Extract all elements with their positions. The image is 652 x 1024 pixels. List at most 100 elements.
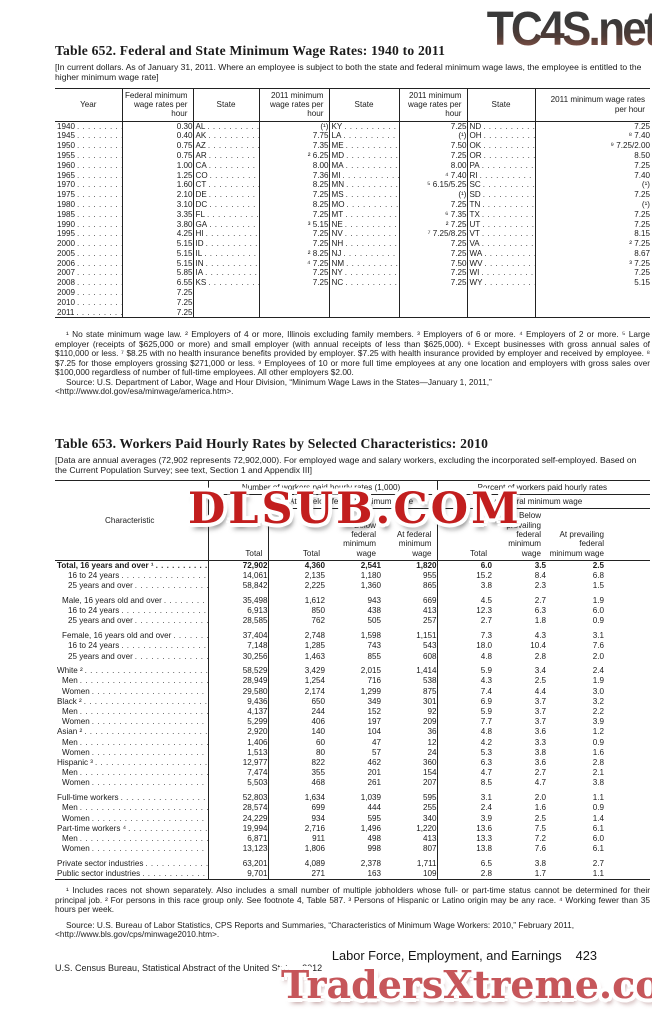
federal-rate-cell: 5.15	[122, 239, 194, 249]
characteristic-cell: Male, 16 years old and over	[55, 596, 209, 607]
table-row: 25 years and over 28,585 762 505 257 2.7…	[55, 616, 650, 627]
rate-cell: ⁸ 7.40	[628, 131, 650, 141]
table653-source: Source: U.S. Bureau of Labor Statistics,…	[55, 919, 574, 940]
rate-cell: 7.35	[259, 141, 330, 152]
dot-leader	[480, 200, 534, 210]
dot-leader	[75, 131, 121, 141]
state-cell: WV	[467, 258, 536, 269]
rate-cell	[259, 287, 330, 298]
dot-leader	[75, 239, 121, 249]
state-cell: SC	[467, 180, 536, 191]
dot-leader	[203, 268, 258, 278]
table652-note: [In current dollars. As of January 31, 2…	[55, 62, 642, 83]
dot-leader	[126, 824, 207, 834]
value-cell: 1.1	[592, 793, 605, 803]
value-cell: 699	[311, 803, 325, 813]
col-header-state-1: State	[193, 88, 260, 122]
state-cell: PA	[467, 160, 536, 171]
characteristic-cell: Men	[55, 768, 209, 779]
federal-rate-cell: 0.75	[122, 141, 194, 152]
dot-leader	[480, 161, 534, 171]
federal-rate-cell: 3.80	[122, 219, 194, 230]
dot-leader	[341, 131, 398, 141]
value-cell: 2,225	[304, 581, 325, 591]
dot-leader	[82, 697, 207, 707]
rate-cell: 7.50	[399, 258, 468, 269]
rate-cell: 7.25	[399, 239, 468, 249]
table-row: Hispanic ³ 12,977 822 462 360 6.3 3.6 2.…	[55, 758, 650, 769]
table-row: 1995 4.25 HI 7.25 NV ⁷ 7.25/8.25 VT 8.15	[55, 229, 650, 240]
value-cell: 2.7	[592, 858, 605, 868]
year-cell: 1990	[55, 219, 123, 230]
state-cell: RI	[467, 170, 536, 181]
rate-cell: 7.25	[259, 209, 330, 220]
value-cell: 955	[381, 571, 438, 582]
rate-cell: (¹)	[641, 199, 650, 209]
value-cell: 1,711	[381, 858, 438, 870]
value-cell: 0.9	[592, 737, 605, 747]
rate-cell: ² 6.25	[259, 151, 330, 161]
dot-leader	[482, 151, 534, 161]
value-cell: 1,612	[304, 596, 325, 605]
value-cell: 2,920	[208, 727, 269, 738]
table-row	[55, 854, 650, 859]
rate-cell: 7.25	[399, 278, 468, 288]
rate-cell: (¹)	[399, 190, 468, 200]
dot-leader	[343, 268, 398, 278]
dot-leader	[479, 268, 534, 278]
table-row: Women 5,299 406 197 209 7.7 3.7 3.9	[55, 717, 650, 728]
value-cell: 3.7	[534, 696, 547, 706]
state-cell: TX	[467, 209, 536, 220]
table653-section: Table 653. Workers Paid Hourly Rates by …	[55, 436, 651, 940]
dot-leader	[90, 717, 207, 727]
table-row: 1985 3.35 FL 7.25 MT ⁶ 7.35 TX 7.25	[55, 209, 650, 220]
dot-leader	[207, 161, 258, 171]
year-cell: 1980	[55, 199, 123, 210]
rate-cell: 7.25	[634, 160, 650, 170]
table-row: 1940 0.30 AL (¹) KY 7.25 ND 7.25	[55, 121, 650, 132]
col-header-total-number: Total	[208, 494, 269, 561]
year-cell: 1985	[55, 209, 123, 220]
state-cell: NY	[329, 268, 400, 279]
characteristic-cell: White ²	[55, 666, 209, 677]
value-cell: 4,360	[304, 560, 325, 570]
value-cell: 5.9	[480, 666, 493, 676]
value-cell: 850	[311, 606, 325, 616]
dot-leader	[343, 239, 398, 249]
rate-cell: 7.75	[259, 131, 330, 142]
dot-leader	[78, 803, 207, 813]
table-row: Public sector industries 9,701 271 163 1…	[55, 869, 651, 881]
dot-leader	[75, 288, 121, 298]
value-cell: 12.3	[476, 606, 493, 616]
col-header-below-prevailing: Below prevailing federal minimum wage	[492, 508, 547, 561]
state-cell: ND	[467, 121, 536, 132]
value-cell	[208, 854, 269, 859]
federal-rate-cell: 5.15	[122, 258, 194, 269]
characteristic-cell: 25 years and over	[55, 651, 209, 662]
value-cell: 444	[367, 803, 381, 813]
value-cell: 9,436	[208, 696, 269, 708]
value-cell: 13.6	[476, 823, 493, 833]
value-cell: 340	[381, 813, 438, 824]
table-row: Men 1,406 60 47 12 4.2 3.3 0.9	[55, 737, 650, 748]
watermark-tradersxtreme: TradersXtreme.com	[281, 962, 652, 1007]
value-cell: 4,137	[208, 707, 269, 718]
dot-leader	[75, 268, 121, 278]
value-cell: 669	[381, 596, 438, 607]
value-cell: 1.7	[492, 869, 547, 881]
characteristic-cell: Women	[55, 747, 209, 759]
rate-cell: 8.00	[259, 160, 330, 171]
characteristic-cell: Men	[55, 676, 209, 687]
dot-leader	[75, 259, 121, 269]
value-cell: 10.4	[530, 641, 547, 651]
value-cell: 6,913	[208, 606, 269, 617]
rate-cell: 8.50	[634, 151, 650, 161]
dot-leader	[344, 161, 398, 171]
value-cell: 104	[367, 727, 381, 737]
value-cell: 47	[371, 737, 381, 747]
value-cell: 1,360	[360, 581, 381, 591]
federal-rate-cell: 5.85	[122, 268, 194, 279]
characteristic-cell: Men	[55, 707, 209, 718]
value-cell: 28,574	[208, 803, 269, 814]
